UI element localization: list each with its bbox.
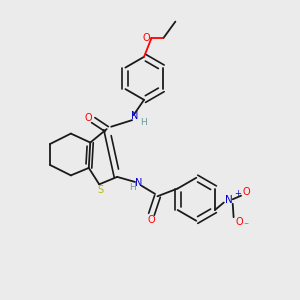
Text: O: O [142,33,150,43]
Text: N: N [135,178,142,188]
Text: H: H [129,183,136,192]
Text: S: S [98,185,104,195]
Text: O: O [148,215,155,225]
Text: ⁻: ⁻ [244,222,249,232]
Text: N: N [225,195,233,205]
Text: +: + [235,189,242,198]
Text: H: H [140,118,146,127]
Text: N: N [131,111,139,121]
Text: O: O [84,113,92,123]
Text: O: O [236,217,243,227]
Text: O: O [242,187,250,197]
